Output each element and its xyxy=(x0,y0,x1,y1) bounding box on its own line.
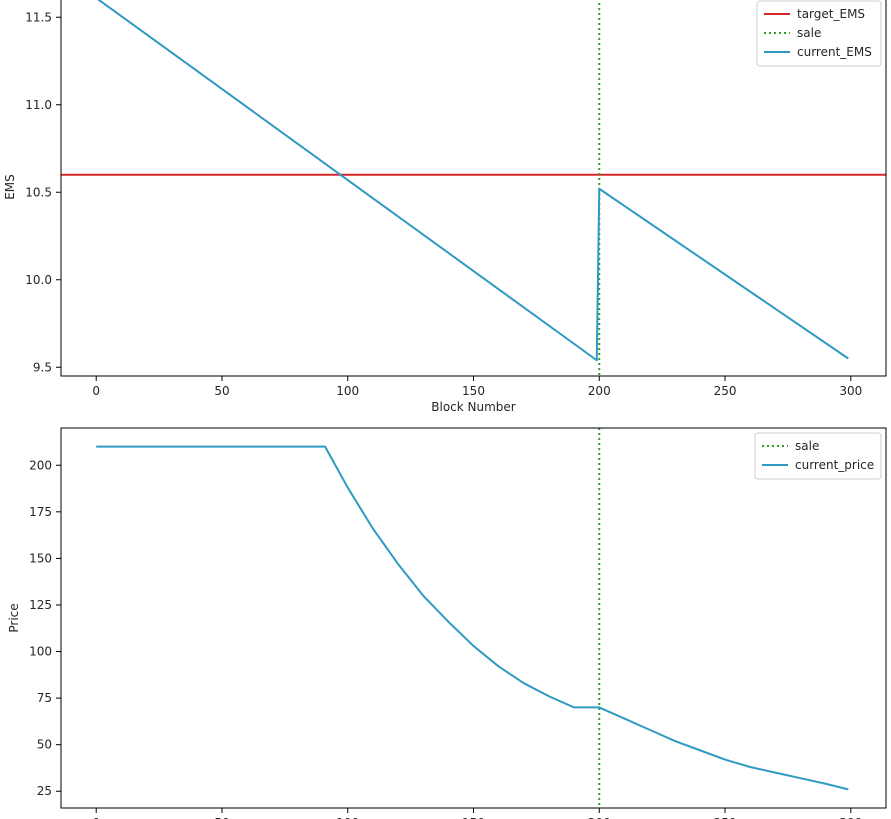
chart-2-y-tick-label: 50 xyxy=(37,738,52,752)
chart-2-y-tick-label: 150 xyxy=(29,551,52,565)
chart-2-legend-label-sale: sale xyxy=(795,439,819,453)
chart-2-x-tick-label: 0 xyxy=(92,816,100,819)
chart-2: 0 50 100 150 200 250 300 25 50 75 100 125 150 175 200 P… xyxy=(7,427,887,819)
chart-1-legend-label-target-EMS: target_EMS xyxy=(797,7,865,21)
chart-1-x-tick-label: 150 xyxy=(462,384,485,398)
chart-1-x-tick-label: 200 xyxy=(588,384,611,398)
chart-1-x-tick-label: 0 xyxy=(92,384,100,398)
chart-2-legend: sale current_price xyxy=(754,432,882,480)
chart-2-x-tick-label: 100 xyxy=(336,816,359,819)
chart-2-y-tick-label: 75 xyxy=(37,691,52,705)
chart-1-legend-box xyxy=(756,0,882,67)
chart-1-x-axis-label: Block Number xyxy=(431,400,516,414)
chart-2-legend-box xyxy=(754,432,882,480)
chart-1-y-tick-label: 9.5 xyxy=(33,360,52,374)
chart-2-axes-frame xyxy=(60,427,887,809)
chart-1-y-tick-label: 11.0 xyxy=(25,98,52,112)
chart-2-y-tick-label: 25 xyxy=(37,784,52,798)
chart-2-x-tick-label: 150 xyxy=(462,816,485,819)
chart-1-series-current-EMS-line xyxy=(97,0,849,362)
chart-2-x-tick-label: 50 xyxy=(214,816,229,819)
chart-1-y-axis-label: EMS xyxy=(3,174,17,200)
chart-2-plot-area xyxy=(96,428,849,808)
chart-1-y-tick-label: 11.5 xyxy=(25,10,52,24)
chart-2-legend-label-current-price: current_price xyxy=(795,458,874,472)
chart-2-series-current-price-line xyxy=(96,445,849,791)
chart-1-y-tick-label: 10.0 xyxy=(25,273,52,287)
chart-1-x-tick-label: 250 xyxy=(714,384,737,398)
chart-2-y-tick-label: 175 xyxy=(29,505,52,519)
chart-1-x-tick-label: 50 xyxy=(214,384,229,398)
chart-1-legend-label-current-EMS: current_EMS xyxy=(797,45,872,59)
chart-1: 0 50 100 150 200 250 300 9.5 10.0 10.5 11.0 11.5 Blo… xyxy=(3,0,887,414)
chart-2-x-tick-label: 250 xyxy=(714,816,737,819)
chart-1-x-tick-label: 300 xyxy=(839,384,862,398)
chart-1-plot-area xyxy=(61,0,886,376)
chart-1-legend-label-sale: sale xyxy=(797,26,821,40)
chart-2-x-tick-label: 200 xyxy=(588,816,611,819)
chart-2-y-axis-label: Price xyxy=(7,603,21,632)
chart-1-x-tick-label: 100 xyxy=(336,384,359,398)
chart-2-y-tick-label: 100 xyxy=(29,645,52,659)
chart-1-y-tick-label: 10.5 xyxy=(25,185,52,199)
chart-2-y-tick-label: 200 xyxy=(29,458,52,472)
chart-2-y-tick-label: 125 xyxy=(29,598,52,612)
chart-2-x-tick-label: 300 xyxy=(839,816,862,819)
